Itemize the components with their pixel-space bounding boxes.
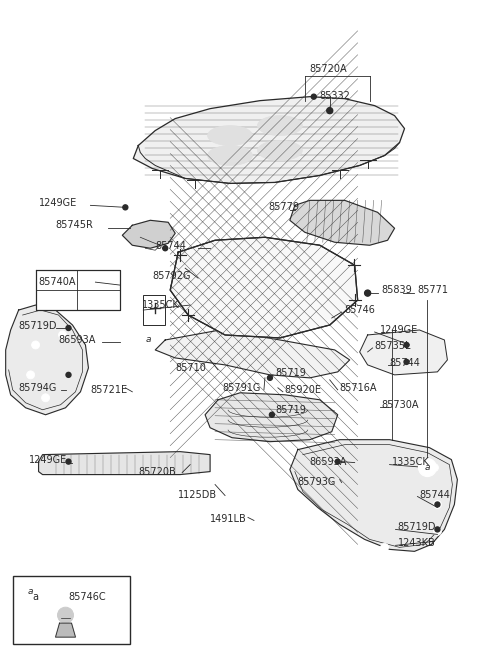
- Polygon shape: [155, 330, 350, 378]
- Polygon shape: [38, 452, 210, 475]
- Text: 85793G: 85793G: [298, 477, 336, 487]
- Ellipse shape: [257, 141, 302, 160]
- Bar: [12, 576, 130, 644]
- Text: 85716A: 85716A: [340, 383, 377, 393]
- Text: 85730A: 85730A: [382, 400, 419, 410]
- Circle shape: [435, 527, 440, 532]
- Text: 85771: 85771: [418, 285, 448, 295]
- Text: 1243KB: 1243KB: [397, 538, 435, 548]
- Ellipse shape: [207, 126, 252, 145]
- Text: 85719: 85719: [275, 368, 306, 378]
- Circle shape: [66, 326, 71, 331]
- Text: 85794G: 85794G: [19, 383, 57, 393]
- Text: 85744: 85744: [390, 358, 420, 368]
- Circle shape: [163, 246, 168, 251]
- Circle shape: [327, 107, 333, 113]
- Text: 85920E: 85920E: [285, 385, 322, 395]
- Polygon shape: [205, 393, 338, 441]
- Circle shape: [42, 394, 49, 402]
- Bar: [144, 295, 165, 325]
- Circle shape: [404, 343, 409, 347]
- Ellipse shape: [257, 116, 302, 136]
- Text: 85744: 85744: [155, 241, 186, 252]
- Circle shape: [66, 373, 71, 377]
- Circle shape: [335, 459, 340, 464]
- Text: a: a: [33, 592, 38, 602]
- Text: 1125DB: 1125DB: [178, 489, 217, 500]
- Circle shape: [312, 94, 316, 99]
- Text: 1335CK: 1335CK: [142, 300, 180, 310]
- Text: 85710: 85710: [175, 363, 206, 373]
- Polygon shape: [122, 220, 175, 248]
- Circle shape: [267, 375, 273, 381]
- Text: 85779: 85779: [268, 202, 299, 212]
- Circle shape: [269, 412, 275, 417]
- Text: a: a: [28, 587, 33, 596]
- Circle shape: [365, 291, 370, 295]
- Text: 85735L: 85735L: [374, 341, 411, 351]
- Circle shape: [433, 500, 442, 508]
- Circle shape: [433, 527, 442, 535]
- Circle shape: [32, 341, 39, 349]
- Text: 1249GE: 1249GE: [380, 325, 418, 335]
- Text: 85792G: 85792G: [152, 271, 191, 281]
- Ellipse shape: [207, 145, 252, 166]
- Text: 85745R: 85745R: [56, 220, 94, 231]
- Polygon shape: [133, 97, 405, 183]
- Circle shape: [404, 360, 409, 364]
- Text: 85332: 85332: [320, 90, 351, 101]
- Text: 86593A: 86593A: [59, 335, 96, 345]
- Text: 85746C: 85746C: [69, 592, 106, 602]
- Polygon shape: [290, 200, 395, 245]
- Text: 1491LB: 1491LB: [210, 514, 247, 525]
- Text: 1249GE: 1249GE: [38, 198, 77, 208]
- Polygon shape: [360, 330, 447, 375]
- Text: 85746: 85746: [345, 305, 375, 315]
- Text: 85719D: 85719D: [19, 321, 57, 331]
- Text: 85740A: 85740A: [38, 277, 76, 287]
- Circle shape: [26, 371, 35, 379]
- Circle shape: [431, 464, 438, 472]
- Text: 86593A: 86593A: [310, 457, 347, 466]
- Polygon shape: [290, 440, 457, 552]
- Circle shape: [334, 458, 342, 466]
- Circle shape: [58, 607, 73, 623]
- Circle shape: [365, 290, 371, 296]
- Bar: [36, 270, 120, 310]
- Text: 85719D: 85719D: [397, 523, 436, 533]
- Circle shape: [59, 331, 67, 339]
- Text: 85721E: 85721E: [90, 385, 128, 395]
- Polygon shape: [170, 237, 358, 338]
- Circle shape: [139, 331, 157, 349]
- Text: 1249GE: 1249GE: [29, 455, 67, 464]
- Polygon shape: [56, 623, 75, 637]
- Circle shape: [346, 535, 354, 544]
- Circle shape: [435, 502, 440, 507]
- Circle shape: [22, 582, 39, 600]
- Text: 85720A: 85720A: [310, 64, 348, 74]
- Text: 1335CK: 1335CK: [392, 457, 429, 466]
- Circle shape: [123, 205, 128, 210]
- Text: 85720B: 85720B: [138, 466, 176, 477]
- Text: 85719: 85719: [275, 405, 306, 415]
- Text: a: a: [425, 463, 430, 472]
- Polygon shape: [6, 305, 88, 415]
- Circle shape: [419, 458, 436, 477]
- Circle shape: [66, 459, 71, 464]
- Text: a: a: [145, 335, 151, 345]
- Text: 85791G: 85791G: [222, 383, 261, 393]
- Text: 85744: 85744: [420, 489, 450, 500]
- Circle shape: [381, 544, 389, 552]
- Text: 85839: 85839: [382, 285, 412, 295]
